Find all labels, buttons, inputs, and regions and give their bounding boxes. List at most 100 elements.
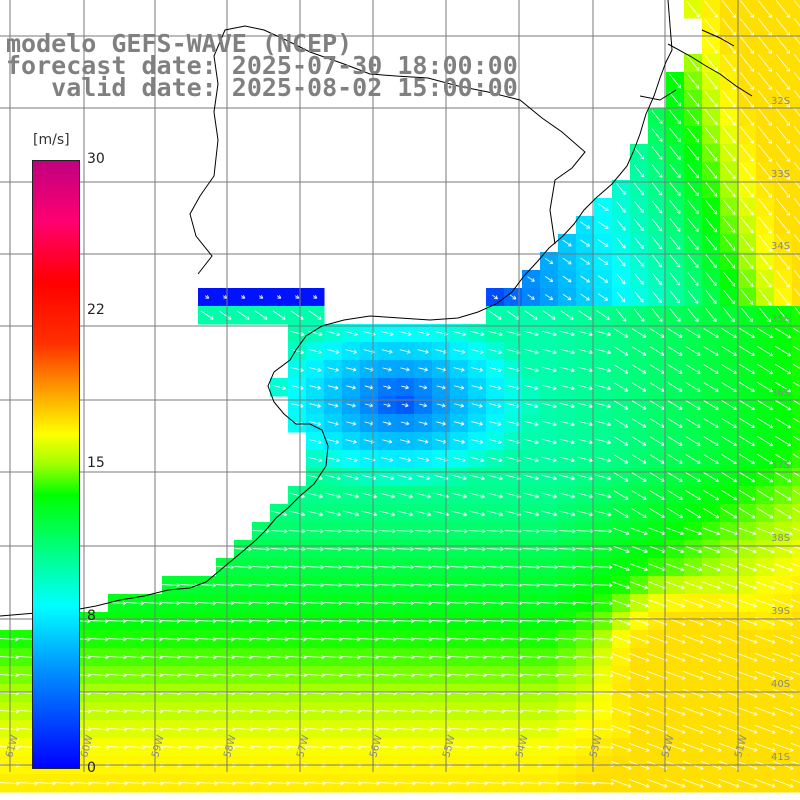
wind-arrow (737, 599, 757, 608)
wind-arrow (179, 637, 199, 642)
wind-arrow (544, 276, 554, 283)
wind-arrow (687, 218, 699, 233)
wind-cell (792, 648, 800, 667)
wind-arrow (723, 289, 735, 305)
wind-arrow (258, 294, 264, 299)
wind-arrow (468, 529, 486, 534)
wind-cell (792, 270, 800, 289)
wind-arrow (234, 547, 252, 552)
wind-arrow (651, 218, 663, 232)
wind-arrow (326, 456, 340, 463)
wind-arrow (775, 72, 791, 90)
wind-arrow (107, 655, 127, 660)
wind-arrow (523, 474, 539, 481)
wind-arrow (631, 454, 647, 464)
wind-arrow (345, 349, 358, 354)
wind-arrow (416, 457, 430, 462)
wind-arrow (452, 330, 466, 337)
wind-arrow (541, 474, 557, 481)
wind-arrow (308, 456, 323, 463)
colorbar-tick-30: 30 (87, 151, 105, 167)
wind-arrow (485, 619, 505, 624)
wind-arrow (667, 472, 683, 482)
wind-arrow (703, 364, 719, 374)
wind-arrow (772, 742, 794, 752)
wind-arrow (251, 637, 271, 642)
wind-arrow (667, 346, 683, 356)
wind-arrow (649, 328, 665, 338)
wind-arrow (324, 529, 342, 534)
wind-arrow (754, 724, 776, 734)
wind-arrow (431, 619, 451, 624)
wind-arrow (628, 742, 650, 752)
wind-cell (792, 72, 800, 91)
wind-arrow (327, 367, 339, 372)
latitude-label: 38S (771, 533, 790, 544)
wind-arrow (197, 673, 217, 678)
wind-arrow (396, 547, 414, 552)
wind-arrow (161, 655, 181, 660)
wind-arrow (179, 673, 199, 678)
wind-arrow (579, 221, 591, 229)
wind-arrow (793, 234, 800, 243)
wind-arrow (790, 598, 800, 604)
latitude-label: 39S (771, 606, 790, 617)
wind-arrow (722, 36, 737, 54)
wind-arrow (793, 108, 800, 117)
wind-arrow (432, 547, 450, 552)
wind-arrow (595, 438, 611, 445)
wind-arrow (270, 565, 288, 570)
wind-arrow (757, 453, 774, 465)
wind-arrow (359, 673, 379, 678)
wind-arrow (450, 547, 468, 552)
wind-arrow (323, 673, 343, 678)
wind-arrow (399, 349, 411, 354)
wind-arrow (557, 637, 577, 642)
wind-arrow (700, 706, 722, 716)
wind-arrow (651, 110, 663, 124)
wind-arrow (649, 490, 665, 500)
wind-arrow (649, 472, 665, 482)
wind-arrow (775, 417, 792, 429)
wind-arrow (307, 474, 323, 481)
wind-arrow (487, 456, 503, 463)
wind-arrow (343, 474, 359, 481)
wind-arrow (179, 655, 199, 660)
wind-arrow (683, 563, 703, 572)
wind-cell (792, 666, 800, 685)
wind-arrow (612, 563, 630, 572)
wind-arrow (436, 385, 446, 390)
wind-arrow (179, 619, 199, 624)
wind-arrow (269, 619, 289, 624)
wind-arrow (487, 330, 503, 337)
wind-arrow (792, 489, 800, 495)
wind-cell (792, 540, 800, 559)
wind-arrow (288, 565, 306, 570)
wind-arrow (755, 599, 776, 608)
wind-arrow (755, 527, 775, 536)
wind-arrow (592, 745, 614, 750)
wind-arrow (544, 257, 554, 265)
wind-arrow (342, 565, 360, 570)
wind-arrow (577, 402, 593, 409)
wind-arrow (327, 403, 339, 408)
wind-arrow (270, 601, 289, 606)
wind-cell (792, 720, 800, 739)
wind-arrow (684, 545, 703, 554)
wind-arrow (682, 742, 704, 752)
wind-arrow (686, 0, 700, 18)
wind-arrow (757, 144, 773, 162)
wind-arrow (649, 436, 665, 446)
wind-arrow (700, 652, 722, 662)
wind-arrow (722, 126, 736, 144)
wind-arrow (592, 727, 614, 732)
wind-arrow (343, 510, 360, 517)
wind-arrow (646, 778, 668, 788)
wind-arrow (308, 367, 322, 372)
wind-arrow (703, 418, 719, 428)
wind-arrow (793, 18, 800, 27)
wind-arrow (634, 200, 644, 214)
wind-arrow (722, 144, 736, 162)
wind-arrow (597, 275, 609, 283)
wind-arrow (125, 673, 145, 678)
